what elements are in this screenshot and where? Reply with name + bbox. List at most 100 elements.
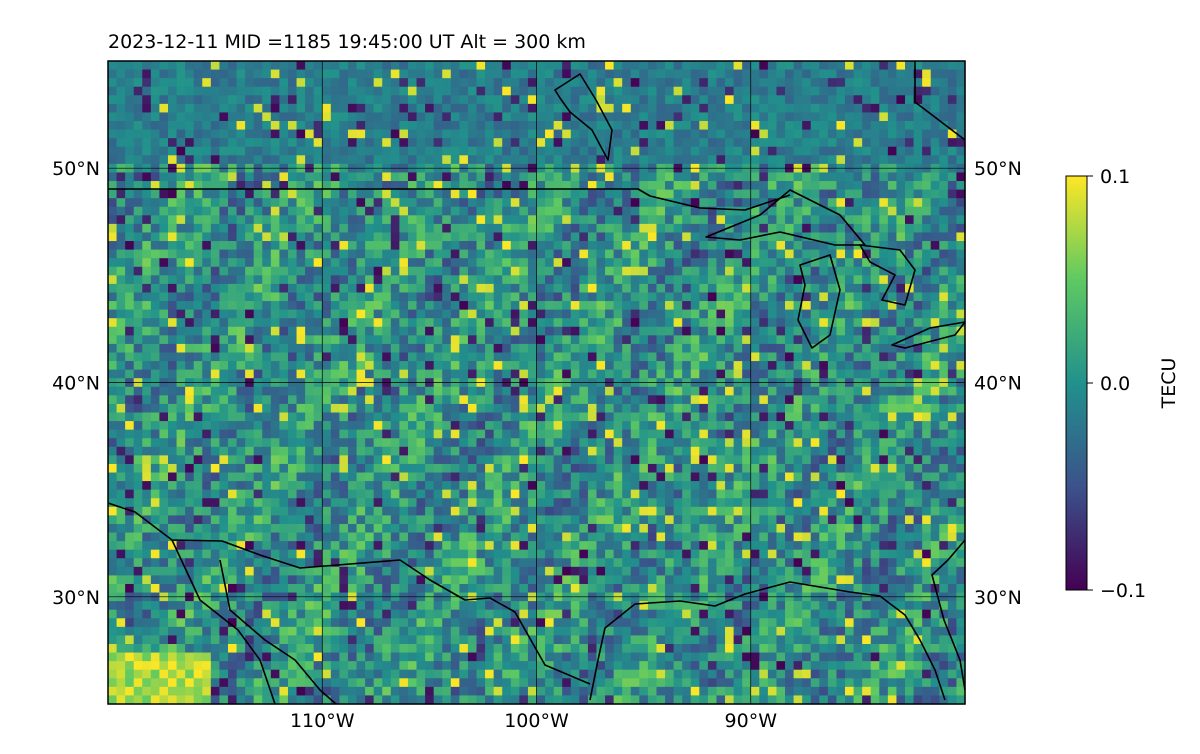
heatmap-cell [167,369,178,379]
heatmap-cell [133,446,143,456]
heatmap-cell [870,472,880,482]
heatmap-cell [407,472,418,482]
heatmap-cell [793,61,803,71]
heatmap-cell [699,103,709,114]
heatmap-cell [613,249,623,259]
heatmap-cell [330,223,340,234]
heatmap-cell [142,463,152,474]
heatmap-cell [493,386,503,396]
heatmap-cell [502,78,512,88]
heatmap-cell [236,335,246,345]
heatmap-cell [587,223,598,234]
heatmap-cell [836,395,846,405]
heatmap-cell [519,215,529,225]
heatmap-cell [690,283,700,294]
heatmap-cell [467,61,478,71]
heatmap-cell [896,309,906,319]
heatmap-cell [279,335,289,345]
heatmap-cell [510,146,520,156]
heatmap-cell [176,138,186,148]
heatmap-cell [630,283,640,294]
heatmap-cell [656,121,666,131]
heatmap-cell [690,266,700,276]
heatmap-cell [690,395,700,405]
heatmap-cell [459,189,469,199]
heatmap-cell [570,206,580,216]
heatmap-cell [210,275,221,285]
heatmap-cell [579,429,589,439]
heatmap-cell [485,61,495,71]
heatmap-cell [682,121,692,131]
heatmap-cell [133,215,143,225]
heatmap-cell [742,275,752,285]
heatmap-cell [579,232,589,242]
heatmap-cell [647,266,658,276]
heatmap-cell [665,455,675,465]
heatmap-cell [425,121,435,131]
heatmap-cell [562,361,572,371]
heatmap-cell [485,146,495,156]
heatmap-cell [476,301,486,311]
heatmap-cell [399,86,409,96]
heatmap-cell [347,95,358,105]
heatmap-cell [605,181,615,191]
heatmap-cell [630,198,640,208]
heatmap-cell [210,129,221,139]
heatmap-cell [467,318,478,328]
heatmap-cell [125,463,135,474]
heatmap-cell [622,112,632,122]
heatmap-cell [596,421,606,431]
heatmap-cell [227,472,238,482]
heatmap-cell [125,112,135,122]
heatmap-cell [347,318,358,328]
heatmap-cell [365,438,375,448]
heatmap-cell [845,318,855,328]
heatmap-cell [750,403,760,414]
heatmap-cell [313,352,323,362]
heatmap-cell [373,121,383,131]
heatmap-cell [836,481,846,491]
heatmap-cell [947,86,958,96]
heatmap-cell [596,275,606,285]
heatmap-cell [459,95,469,105]
heatmap-cell [407,343,418,354]
heatmap-cell [767,155,778,165]
heatmap-cell [159,343,169,354]
heatmap-cell [227,335,238,345]
heatmap-cell [956,395,966,405]
heatmap-cell [108,455,118,465]
heatmap-cell [185,421,195,431]
heatmap-cell [296,146,306,156]
heatmap-cell [656,283,666,294]
heatmap-cell [450,412,460,422]
heatmap-cell [519,318,529,328]
heatmap-cell [485,189,495,199]
heatmap-cell [510,352,520,362]
heatmap-cell [219,138,229,148]
heatmap-cell [279,232,289,242]
heatmap-cell [365,309,375,319]
heatmap-cell [279,301,289,311]
heatmap-cell [956,386,966,396]
heatmap-cell [510,335,520,345]
heatmap-cell [519,369,529,379]
heatmap-cell [622,455,632,465]
heatmap-cell [467,275,478,285]
heatmap-cell [656,181,666,191]
heatmap-cell [905,215,915,225]
heatmap-cell [733,429,743,439]
heatmap-cell [347,215,358,225]
heatmap-cell [442,481,452,491]
heatmap-cell [236,189,246,199]
heatmap-cell [785,121,795,131]
heatmap-cell [579,95,589,105]
heatmap-cell [493,232,503,242]
heatmap-cell [622,463,632,474]
heatmap-cell [365,292,375,302]
heatmap-cell [519,206,529,216]
heatmap-cell [930,172,940,182]
heatmap-cell [725,463,735,474]
heatmap-cell [827,429,838,439]
heatmap-cell [725,412,735,422]
heatmap-cell [279,326,289,336]
